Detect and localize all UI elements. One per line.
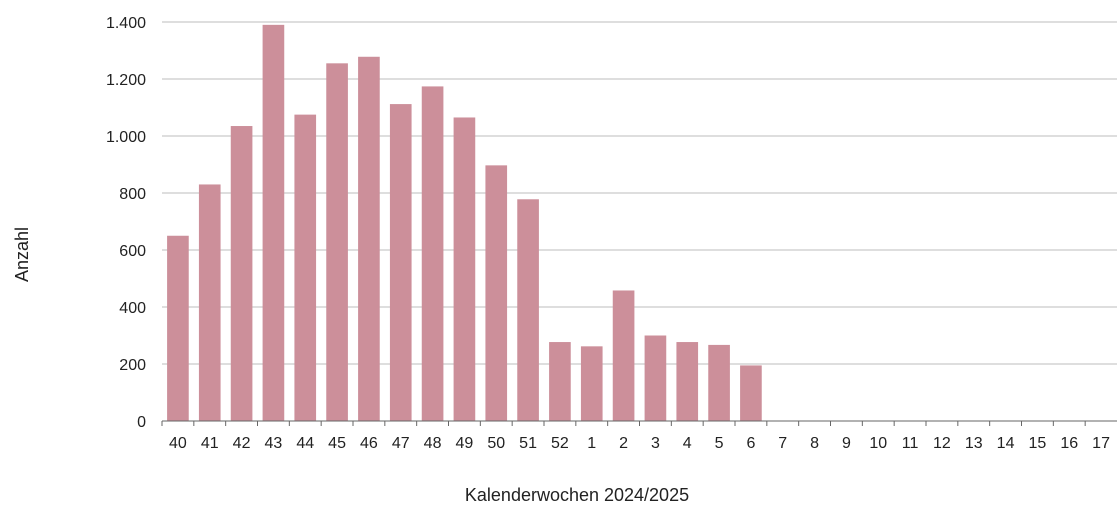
bar-week-52 (549, 342, 571, 421)
x-tick-label: 12 (933, 435, 951, 452)
bar-week-44 (294, 114, 317, 421)
bar-week-48 (421, 86, 444, 421)
y-tick-label: 0 (137, 414, 146, 431)
x-tick-label: 41 (201, 435, 219, 452)
x-tick-label: 15 (1029, 435, 1047, 452)
x-tick-label: 11 (902, 435, 919, 452)
y-axis-title: Anzahl (12, 227, 32, 282)
bar-week-45 (326, 63, 348, 421)
bar-week-43 (262, 24, 285, 421)
bar-week-40 (167, 235, 189, 421)
bar-week-50 (485, 165, 508, 421)
x-tick-label: 45 (328, 435, 346, 452)
bar-week-2 (612, 290, 635, 421)
bar-week-51 (517, 199, 539, 421)
x-tick-label: 50 (487, 435, 505, 452)
x-tick-label: 48 (424, 435, 442, 452)
x-tick-label: 8 (810, 435, 819, 452)
x-tick-label: 14 (997, 435, 1015, 452)
bar-week-6 (740, 365, 762, 421)
y-tick-label: 400 (119, 300, 146, 317)
x-tick-label: 43 (265, 435, 283, 452)
x-tick-label: 7 (778, 435, 787, 452)
x-tick-label: 6 (746, 435, 755, 452)
x-tick-label: 17 (1092, 435, 1110, 452)
bar-week-41 (198, 184, 221, 421)
bar-week-49 (453, 117, 476, 421)
x-tick-label: 52 (551, 435, 569, 452)
y-tick-label: 1.000 (106, 129, 146, 146)
bar-week-4 (676, 342, 699, 421)
y-tick-label: 600 (119, 243, 146, 260)
x-tick-label: 1 (587, 435, 596, 452)
x-tick-label: 9 (842, 435, 851, 452)
bar-week-1 (580, 346, 603, 421)
x-tick-label: 4 (683, 435, 692, 452)
x-tick-label: 16 (1060, 435, 1078, 452)
x-tick-label: 42 (233, 435, 251, 452)
x-tick-label: 51 (519, 435, 537, 452)
y-tick-label: 1.400 (106, 15, 146, 32)
y-tick-labels: 0 200 400 600 800 1.000 1.200 1.400 (106, 15, 146, 431)
x-tick-label: 5 (715, 435, 724, 452)
x-tick-label: 2 (619, 435, 628, 452)
bar-week-42 (230, 126, 253, 422)
bar-week-3 (644, 335, 667, 421)
bars (167, 24, 762, 422)
x-tick-label: 3 (651, 435, 660, 452)
x-axis-title: Kalenderwochen 2024/2025 (465, 485, 689, 505)
x-tick-label: 46 (360, 435, 378, 452)
y-tick-label: 800 (119, 186, 146, 203)
bar-week-47 (389, 104, 412, 421)
x-tick-label: 40 (169, 435, 187, 452)
y-tick-label: 200 (119, 357, 146, 374)
bar-week-46 (358, 56, 380, 422)
x-tick-label: 49 (456, 435, 474, 452)
x-tick-label: 13 (965, 435, 983, 452)
x-tick-label: 10 (869, 435, 887, 452)
bar-week-5 (708, 344, 730, 421)
x-tick-label: 44 (296, 435, 314, 452)
x-tick-label: 47 (392, 435, 410, 452)
y-tick-label: 1.200 (106, 72, 146, 89)
x-tick-labels: 40 41 42 43 44 45 46 47 48 49 50 51 52 1 2 3 4 5 6 7 8 9 10 11 1… (161, 421, 1110, 452)
gridlines (162, 21, 1117, 365)
